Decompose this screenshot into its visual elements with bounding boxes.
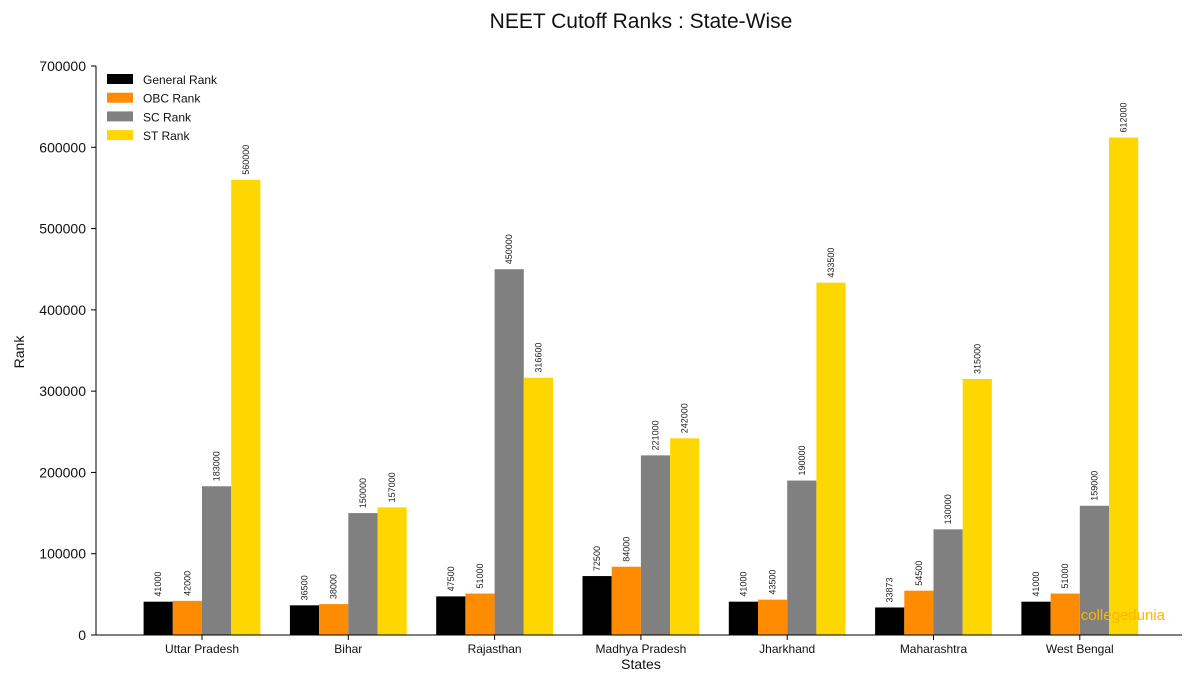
bar xyxy=(1021,601,1051,635)
data-label: 450000 xyxy=(504,234,514,264)
y-axis-ticks: 0 100000 200000 300000 400000 500000 600000 700… xyxy=(39,58,96,643)
data-label: 41000 xyxy=(1031,572,1041,597)
x-tick-label: Bihar xyxy=(334,642,362,656)
legend-swatch xyxy=(107,74,133,84)
y-tick-label: 200000 xyxy=(39,464,86,480)
bar xyxy=(436,596,466,635)
bar xyxy=(465,593,495,635)
data-label: 72500 xyxy=(592,546,602,571)
bar xyxy=(670,438,700,635)
legend-label: OBC Rank xyxy=(143,92,201,106)
data-label: 36500 xyxy=(300,575,310,600)
data-label: 157000 xyxy=(387,472,397,502)
data-label: 51000 xyxy=(475,564,485,589)
bar xyxy=(758,599,788,635)
x-axis-ticks: Uttar Pradesh Bihar Rajasthan Madhya Prades… xyxy=(165,635,1114,656)
bar xyxy=(319,604,349,635)
x-axis-label: States xyxy=(621,656,661,672)
x-tick-label: Madhya Pradesh xyxy=(596,642,687,656)
bar xyxy=(787,480,817,635)
data-label: 190000 xyxy=(797,446,807,476)
x-tick-label: Jharkhand xyxy=(759,642,815,656)
bar xyxy=(933,529,963,635)
chart-legend: General Rank OBC Rank SC Rank ST Rank xyxy=(107,73,218,143)
bar xyxy=(143,601,173,635)
bar xyxy=(377,507,407,635)
chart-title: NEET Cutoff Ranks : State-Wise xyxy=(490,10,793,33)
data-label: 41000 xyxy=(738,572,748,597)
bar xyxy=(172,600,202,635)
data-label: 316600 xyxy=(533,343,543,373)
data-label: 612000 xyxy=(1119,102,1129,132)
data-label: 42000 xyxy=(182,571,192,596)
data-label: 315000 xyxy=(972,344,982,374)
data-label: 38000 xyxy=(329,574,339,599)
x-tick-label: Maharashtra xyxy=(900,642,968,656)
bar xyxy=(348,513,378,635)
bar xyxy=(289,605,320,635)
data-label: 221000 xyxy=(651,420,661,450)
y-tick-label: 100000 xyxy=(39,546,86,562)
data-label: 130000 xyxy=(943,494,953,524)
data-label: 41000 xyxy=(153,572,163,597)
y-tick-label: 700000 xyxy=(39,58,86,74)
bar xyxy=(494,269,524,635)
legend-label: General Rank xyxy=(143,73,218,87)
bar xyxy=(202,486,232,635)
data-labels-layer: 41000 42000 183000 560000 36500 38000 150000 15… xyxy=(153,102,1128,602)
legend-label: ST Rank xyxy=(143,129,190,143)
data-label: 150000 xyxy=(358,478,368,508)
y-tick-label: 600000 xyxy=(39,139,86,155)
data-label: 54500 xyxy=(914,561,924,586)
bar xyxy=(1079,505,1109,635)
bar xyxy=(1050,593,1080,635)
bar xyxy=(611,566,641,635)
data-label: 51000 xyxy=(1060,564,1070,589)
data-label: 47500 xyxy=(446,566,456,591)
bar xyxy=(904,590,934,635)
y-axis-label: Rank xyxy=(11,335,27,369)
bar xyxy=(816,282,846,635)
data-label: 242000 xyxy=(680,403,690,433)
legend-label: SC Rank xyxy=(143,110,192,124)
data-label: 43500 xyxy=(768,570,778,595)
data-label: 560000 xyxy=(241,145,251,175)
y-tick-label: 400000 xyxy=(39,302,86,318)
data-label: 433500 xyxy=(826,248,836,278)
bar xyxy=(582,576,612,635)
y-tick-label: 500000 xyxy=(39,221,86,237)
bar xyxy=(523,377,553,635)
x-tick-label: Rajasthan xyxy=(468,642,522,656)
data-label: 159000 xyxy=(1089,471,1099,501)
legend-swatch xyxy=(107,130,133,141)
data-label: 183000 xyxy=(212,451,222,481)
watermark: collegedunia xyxy=(1081,607,1166,624)
data-label: 33873 xyxy=(885,577,895,602)
bar xyxy=(875,607,905,635)
y-tick-label: 300000 xyxy=(39,383,86,399)
bar xyxy=(962,378,992,635)
y-tick-label: 0 xyxy=(78,627,86,643)
bar xyxy=(1109,137,1139,635)
x-tick-label: Uttar Pradesh xyxy=(165,642,239,656)
bars-layer xyxy=(143,137,1139,636)
bar xyxy=(640,455,671,635)
x-tick-label: West Bengal xyxy=(1046,642,1114,656)
bar xyxy=(231,179,261,636)
legend-swatch xyxy=(107,111,133,122)
data-label: 84000 xyxy=(621,537,631,562)
legend-swatch xyxy=(107,92,133,103)
bar xyxy=(728,601,758,635)
